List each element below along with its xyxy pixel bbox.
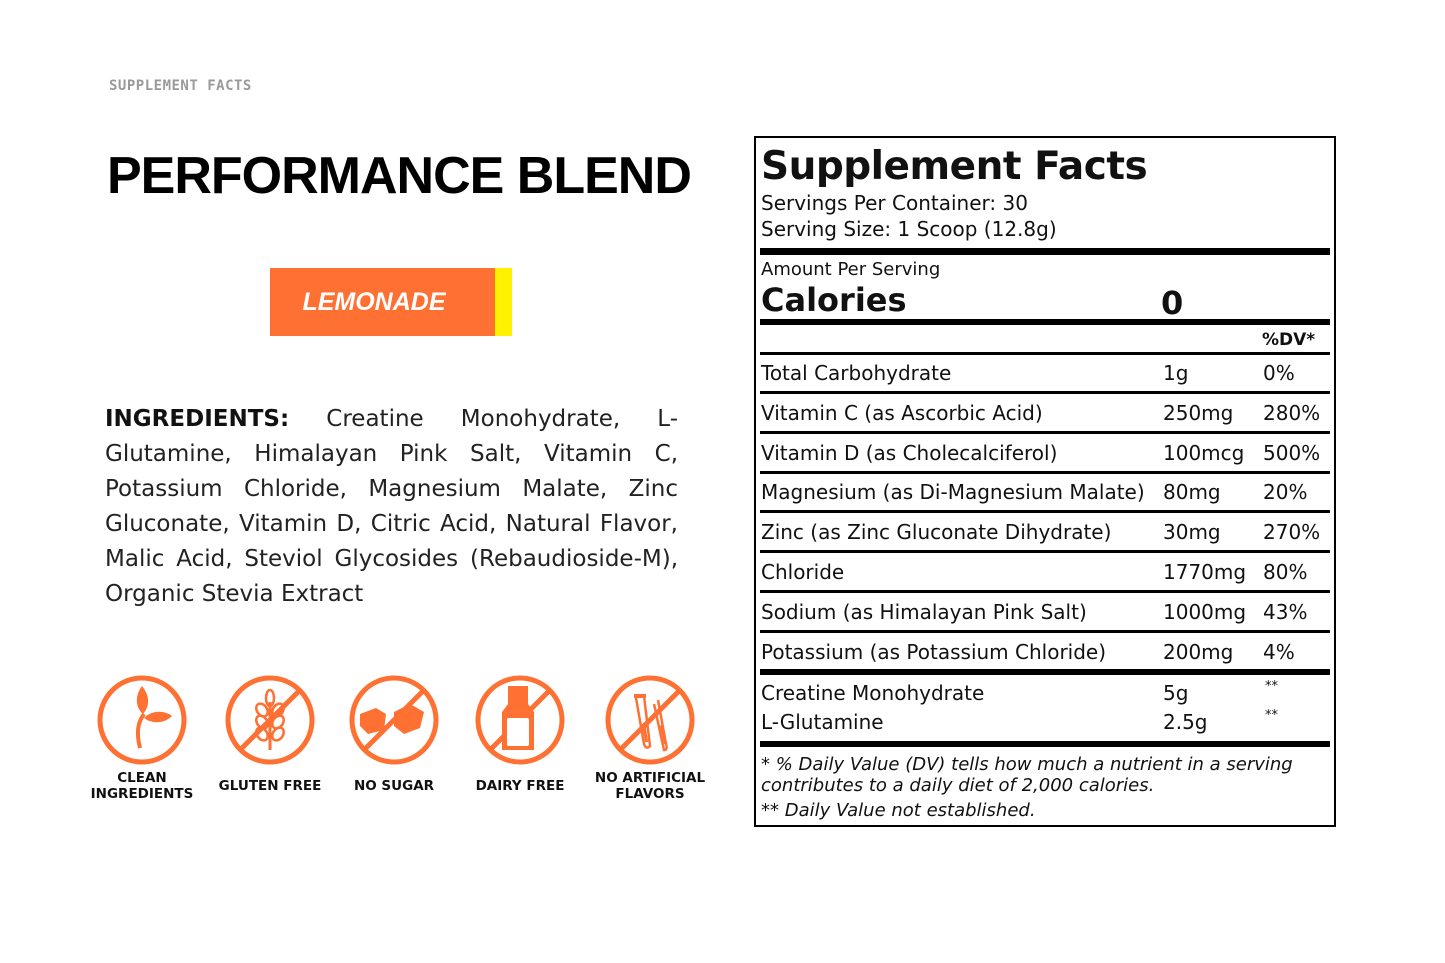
ingredient-dv: ** — [1265, 679, 1278, 694]
wheat-crossed-icon — [225, 675, 315, 765]
flavor-badge: LEMONADE — [270, 268, 512, 336]
nutrient-dv: 270% — [1263, 520, 1321, 545]
supplement-facts-panel: Supplement Facts Servings Per Container:… — [754, 136, 1336, 827]
footnote-line: contributes to a daily diet of 2,000 cal… — [761, 775, 1155, 796]
divider — [760, 741, 1330, 747]
divider — [760, 352, 1330, 355]
servings-per-container: Servings Per Container: 30 — [761, 191, 1028, 215]
eyebrow: SUPPLEMENT FACTS — [109, 78, 252, 94]
nutrient-amount: 100mcg — [1163, 440, 1245, 465]
nutrient-name: Total Carbohydrate — [761, 361, 952, 385]
serving-size: Serving Size: 1 Scoop (12.8g) — [761, 217, 1057, 241]
ingredients-heading: INGREDIENTS: — [105, 406, 290, 432]
badge-label-line: DAIRY FREE — [475, 778, 565, 794]
nutrient-dv: 20% — [1263, 480, 1308, 505]
nutrient-name: Sodium (as Himalayan Pink Salt) — [761, 599, 1087, 624]
nutrient-amount: 1770mg — [1163, 560, 1247, 584]
badge-label: NO SUGAR — [329, 778, 459, 794]
nutrient-name: Vitamin D (as Cholecalciferol) — [761, 440, 1058, 465]
footnote-line: ** Daily Value not established. — [761, 800, 1036, 821]
ingredients: INGREDIENTS: Creatine Monohydrate, L-Glu… — [105, 402, 678, 612]
divider — [760, 669, 1330, 675]
nutrient-dv: 500% — [1263, 440, 1321, 465]
badge-label: NO ARTIFICIAL FLAVORS — [585, 770, 715, 802]
badge-test-tubes-crossed: NO ARTIFICIAL FLAVORS — [585, 674, 715, 802]
divider — [760, 391, 1330, 394]
badge-milk-bottle-crossed: DAIRY FREE — [455, 674, 585, 794]
badge-label-line: NO SUGAR — [353, 778, 435, 794]
nutrient-amount: 1g — [1163, 361, 1189, 385]
footnote-line: * % Daily Value (DV) tells how much a nu… — [761, 754, 1293, 775]
page-title: PERFORMANCE BLEND — [107, 147, 692, 205]
badge-label-line: INGREDIENTS — [90, 786, 194, 802]
badge-sugar-cubes-crossed: NO SUGAR — [329, 674, 459, 794]
facts-title: Supplement Facts — [761, 144, 1148, 189]
nutrient-dv: 280% — [1263, 400, 1321, 425]
divider — [760, 590, 1330, 593]
nutrient-amount: 80mg — [1163, 480, 1221, 505]
nutrient-name: Magnesium (as Di-Magnesium Malate) — [761, 480, 1145, 505]
nutrient-dv: 43% — [1263, 599, 1308, 624]
calories-label: Calories — [761, 281, 907, 319]
badge-label-line: FLAVORS — [615, 786, 685, 802]
flavor-label: LEMONADE — [302, 287, 446, 316]
ingredient-dv: ** — [1265, 708, 1278, 723]
ingredient-name: L-Glutamine — [761, 710, 884, 734]
calories-value: 0 — [1161, 284, 1184, 322]
nutrient-amount: 30mg — [1163, 520, 1221, 545]
badge-sprout: CLEAN INGREDIENTS — [77, 674, 207, 802]
nutrient-name: Chloride — [761, 560, 845, 584]
divider — [760, 430, 1330, 434]
footnote-dv: * % Daily Value (DV) tells how much a nu… — [761, 754, 1293, 821]
nutrient-dv: 4% — [1263, 639, 1295, 664]
divider — [760, 510, 1330, 514]
nutrient-amount: 200mg — [1163, 639, 1234, 664]
ingredient-amount: 5g — [1163, 681, 1189, 705]
divider — [760, 629, 1330, 633]
badge-wheat-crossed: GLUTEN FREE — [205, 674, 335, 794]
nutrient-dv: 0% — [1263, 361, 1295, 385]
nutrient-name: Potassium (as Potassium Chloride) — [761, 639, 1107, 664]
divider — [760, 248, 1330, 255]
badge-label: CLEAN INGREDIENTS — [77, 770, 207, 802]
ingredient-amount: 2.5g — [1163, 710, 1208, 734]
ingredients-text: Creatine Monohydrate, L-Glutamine, Himal… — [105, 406, 679, 607]
milk-bottle-crossed-icon — [475, 675, 565, 765]
badge-label: GLUTEN FREE — [205, 778, 335, 794]
divider — [760, 470, 1330, 474]
nutrient-name: Zinc (as Zinc Gluconate Dihydrate) — [761, 520, 1112, 545]
nutrient-dv: 80% — [1263, 560, 1308, 584]
amount-per-serving: Amount Per Serving — [761, 259, 941, 280]
sprout-icon — [97, 675, 187, 765]
sugar-cubes-crossed-icon — [349, 675, 439, 765]
nutrient-name: Vitamin C (as Ascorbic Acid) — [761, 400, 1043, 425]
badge-label-line: GLUTEN FREE — [218, 778, 322, 794]
nutrient-amount: 250mg — [1163, 400, 1234, 425]
nutrient-amount: 1000mg — [1163, 599, 1247, 624]
badge-label-line: CLEAN — [117, 770, 167, 786]
badge-label: DAIRY FREE — [455, 778, 585, 794]
badge-label-line: NO ARTIFICIAL — [594, 770, 706, 786]
divider — [760, 319, 1330, 325]
ingredient-name: Creatine Monohydrate — [761, 681, 985, 705]
dv-header: %DV* — [1262, 330, 1316, 350]
test-tubes-crossed-icon — [605, 675, 695, 765]
divider — [760, 550, 1330, 554]
